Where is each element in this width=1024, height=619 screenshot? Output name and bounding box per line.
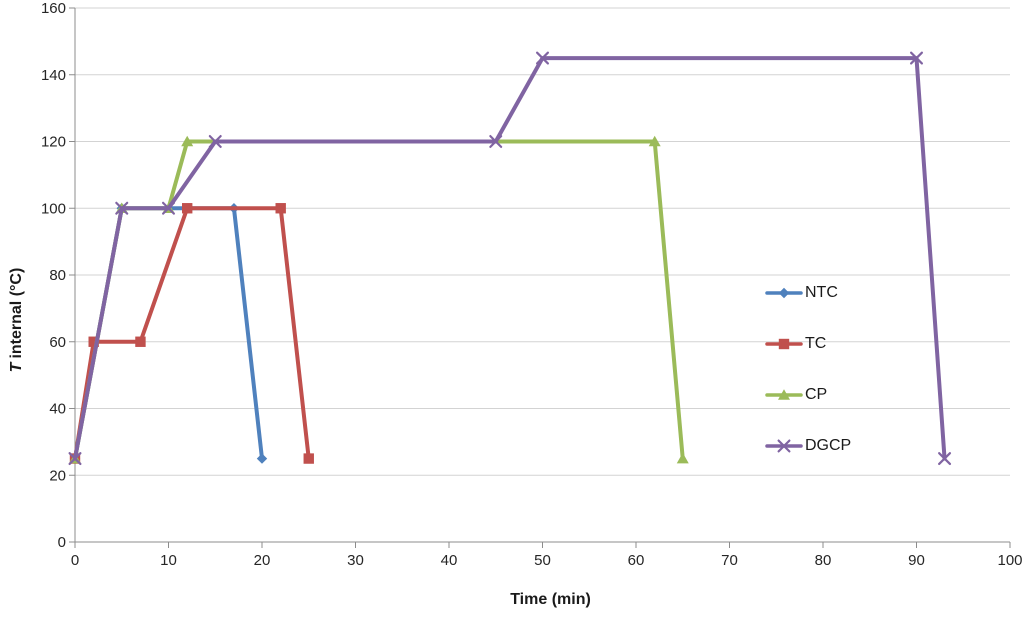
legend: NTC TC CP DGCP [765,283,851,487]
x-tick-label-0: 0 [71,552,79,569]
legend-label-dgcp: DGCP [805,437,852,454]
y-axis-title-text: internal (°C) [8,267,25,359]
y-tick-label-40: 40 [49,401,66,418]
x-tick-label-20: 20 [254,552,271,569]
legend-marker-ntc-icon [765,287,803,299]
legend-item-tc: TC [765,334,851,354]
y-tick-label-20: 20 [49,467,66,484]
y-tick-label-140: 140 [41,67,66,84]
x-tick-label-10: 10 [160,552,177,569]
legend-marker-cp-icon [765,389,803,400]
y-axis-title-symbol: T [8,362,25,373]
x-axis-title: Time (min) [510,591,591,608]
series-markers-dgcp [68,51,952,466]
y-tick-label-80: 80 [49,267,66,284]
series-line-ntc [73,206,264,461]
series-line-dgcp [73,56,947,461]
series-markers-cp [69,135,689,464]
series-line-cp [73,139,685,461]
legend-item-ntc: NTC [765,283,851,303]
y-tick-label-0: 0 [58,534,66,551]
legend-marker-dgcp-icon [765,439,803,453]
x-tick-label-90: 90 [908,552,925,569]
x-tick-label-40: 40 [441,552,458,569]
y-axis-title: Tinternal (°C) [8,268,26,373]
x-tick-label-100: 100 [997,552,1022,569]
series-markers-tc [69,203,314,464]
x-tick-label-30: 30 [347,552,364,569]
legend-label-cp: CP [805,386,828,403]
x-tick-label-70: 70 [721,552,738,569]
y-tick-label-60: 60 [49,334,66,351]
legend-marker-tc-icon [765,338,803,350]
y-tick-label-100: 100 [41,200,66,217]
legend-label-tc: TC [805,335,827,352]
series-line-tc [73,206,311,461]
y-tick-label-120: 120 [41,134,66,151]
x-tick-label-80: 80 [815,552,832,569]
x-tick-label-60: 60 [628,552,645,569]
x-tick-label-50: 50 [534,552,551,569]
legend-item-cp: CP [765,385,851,405]
legend-label-ntc: NTC [805,284,838,301]
y-tick-label-160: 160 [41,0,66,17]
legend-item-dgcp: DGCP [765,436,851,456]
